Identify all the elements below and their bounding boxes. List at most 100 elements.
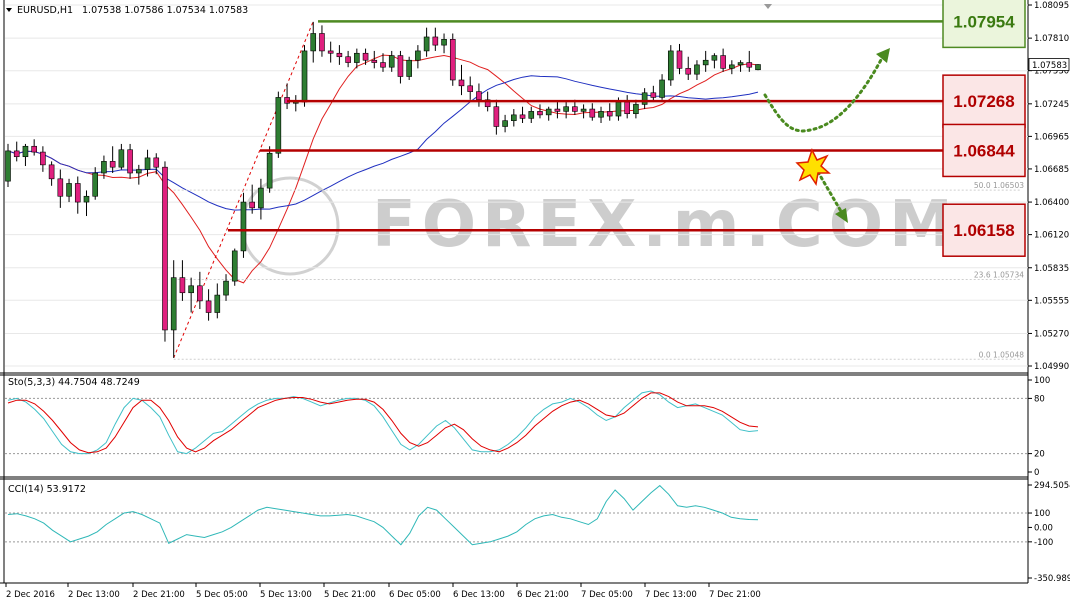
candle-bearish: [476, 91, 482, 101]
candle-bullish: [667, 50, 674, 81]
candle-bullish: [641, 92, 648, 105]
price-tick-label: 1.06120: [1034, 231, 1069, 241]
candle-bearish: [589, 108, 596, 118]
candle-bearish: [432, 36, 439, 46]
candle-bullish: [310, 33, 317, 52]
candle-bearish: [179, 277, 186, 294]
candle-bullish: [423, 36, 430, 52]
cci-axis-label: 0.00: [1034, 523, 1053, 533]
price-tick-label: 1.06400: [1034, 198, 1069, 208]
dropdown-triangle-icon[interactable]: [6, 8, 12, 12]
candle-bullish: [22, 145, 29, 158]
time-tick-label: 5 Dec 21:00: [324, 590, 376, 600]
stoch-signal-line: [7, 392, 759, 454]
price-tick-label: 1.06965: [1034, 132, 1069, 142]
cci-axis-label: -100: [1034, 538, 1053, 548]
candle-bearish: [572, 106, 578, 112]
time-tick-label: 7 Dec 13:00: [645, 590, 697, 600]
stochastic-label: Sto(5,3,3) 44.7504 48.7249: [8, 377, 140, 388]
chart-shift-marker-icon: [764, 4, 772, 9]
candle-bullish: [266, 152, 273, 189]
candle-bearish: [380, 62, 386, 68]
candle-bearish: [327, 50, 334, 54]
level-label: 1.06844: [953, 141, 1015, 160]
candle-bearish: [624, 101, 630, 115]
price-tick-label: 1.07245: [1034, 100, 1069, 110]
candle-bullish: [511, 114, 517, 121]
moving-average-slow-line: [7, 75, 759, 211]
candle-bearish: [746, 62, 753, 68]
candle-bullish: [615, 101, 622, 117]
candle-bearish: [162, 166, 168, 331]
candle-bullish: [214, 294, 221, 313]
time-tick-label: 5 Dec 13:00: [260, 590, 312, 600]
level-label-box: [942, 0, 1026, 49]
candle-bearish: [48, 164, 55, 180]
candle-bearish: [397, 55, 404, 77]
price-tick-label: 1.05835: [1034, 264, 1069, 274]
candle-bullish: [66, 183, 72, 197]
candle-bearish: [606, 111, 613, 117]
symbol-label: EURUSD,H1: [17, 5, 73, 16]
candle-bearish: [484, 99, 491, 108]
candle-bearish: [345, 56, 351, 63]
candle-bearish: [685, 68, 692, 75]
candle-bearish: [449, 38, 456, 81]
candle-bullish: [441, 38, 447, 46]
price-tick-label: 1.07810: [1034, 34, 1069, 44]
candle-bullish: [231, 250, 238, 282]
candle-bullish: [388, 55, 395, 68]
level-label-box: [942, 123, 1026, 178]
fibonacci-level-label: 23.6 1.05734: [974, 270, 1024, 279]
candle-bullish: [528, 111, 535, 119]
time-tick-label: 6 Dec 05:00: [389, 590, 441, 600]
time-tick-label: 2 Dec 13:00: [68, 590, 120, 600]
candle-bearish: [74, 183, 81, 203]
level-label: 1.06158: [953, 221, 1014, 240]
candle-bearish: [720, 55, 726, 69]
price-tick-label: 1.07530: [1034, 67, 1069, 77]
time-tick-label: 7 Dec 05:00: [581, 590, 633, 600]
candle-bearish: [319, 33, 325, 52]
candle-bearish: [197, 285, 203, 302]
candle-bullish: [188, 285, 194, 294]
cci-label: CCI(14) 53.9172: [8, 484, 86, 495]
candle-bullish: [83, 195, 90, 203]
candle-bullish: [415, 50, 421, 61]
candle-bullish: [702, 59, 709, 66]
ohlc-readout: 1.07538 1.07586 1.07534 1.07583: [82, 5, 248, 16]
watermark-logo: FOREX.m.COM: [240, 176, 959, 276]
candle-bearish: [13, 150, 20, 158]
candle-bullish: [659, 79, 665, 98]
candle-bullish: [633, 104, 639, 115]
candle-bullish: [258, 187, 264, 209]
candle-bearish: [205, 300, 212, 313]
stoch-axis-label: 100: [1034, 376, 1050, 386]
price-tick-label: 1.04990: [1034, 362, 1069, 372]
price-tick-label: 1.05270: [1034, 329, 1069, 339]
time-tick-label: 2 Dec 2016: [6, 590, 55, 600]
candle-bearish: [31, 145, 37, 153]
bullish-forecast-arrow: [763, 56, 884, 133]
watermark-text: FOREX.m.COM: [372, 188, 959, 262]
cci-axis-label: -350.9898: [1034, 574, 1070, 584]
cci-line: [7, 484, 759, 546]
candle-bearish: [109, 161, 116, 168]
candle-bullish: [545, 108, 552, 116]
cci-axis-label: 100: [1034, 509, 1050, 519]
candle-bullish: [240, 201, 247, 252]
candle-bearish: [458, 79, 465, 87]
candle-bullish: [354, 52, 360, 63]
chart-header: EURUSD,H1 1.07538 1.07586 1.07534 1.0758…: [6, 5, 248, 16]
candle-bullish: [92, 172, 99, 197]
candle-bullish: [729, 64, 735, 69]
stoch-axis-label: 20: [1034, 450, 1045, 460]
candle-bullish: [223, 280, 229, 296]
candle-bearish: [249, 201, 255, 209]
candle-bullish: [755, 64, 761, 71]
candle-bearish: [336, 52, 343, 58]
candle-bullish: [598, 111, 604, 118]
